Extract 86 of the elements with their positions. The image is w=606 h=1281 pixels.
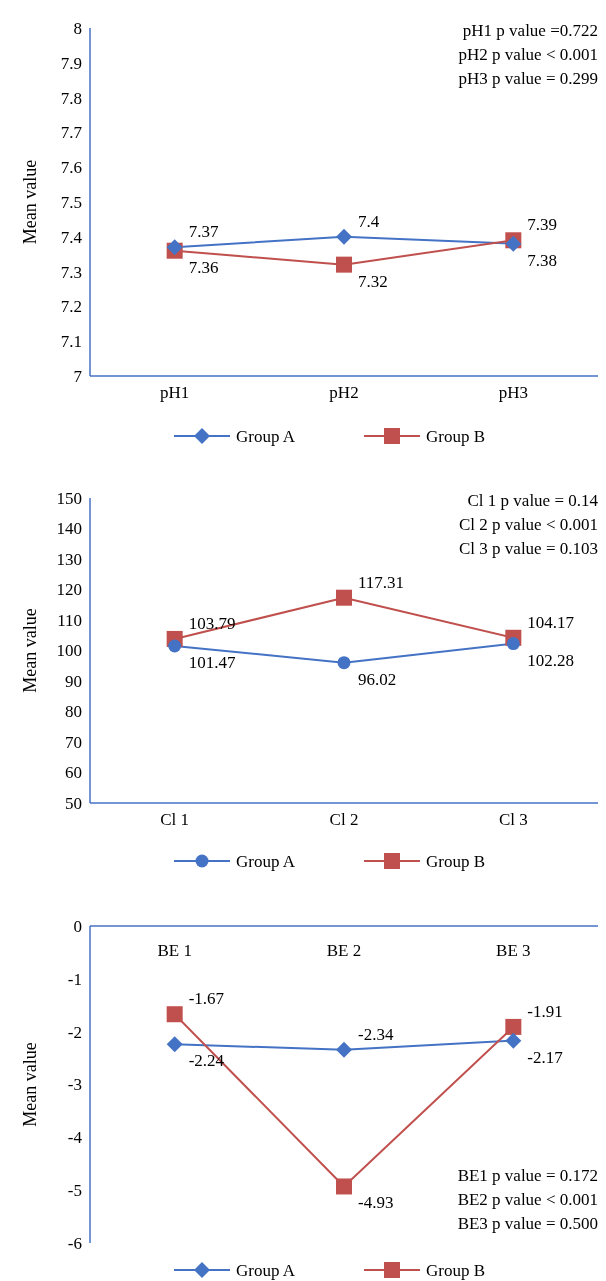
- y-tick-label: 50: [65, 793, 82, 813]
- y-tick-label: 7.9: [60, 53, 82, 73]
- y-tick-label: -5: [67, 1181, 82, 1201]
- data-label: -2.24: [188, 1051, 225, 1071]
- data-label: 117.31: [358, 572, 405, 592]
- y-tick-label: -4: [67, 1128, 83, 1148]
- point: [336, 1041, 352, 1058]
- y-tick-label: 7.1: [60, 332, 82, 352]
- x-tick-label: pH1: [160, 383, 190, 402]
- x-tick-label: pH2: [329, 383, 359, 402]
- y-tick-label: 120: [56, 580, 82, 600]
- data-label: -4.93: [358, 1193, 394, 1213]
- data-label: 7.32: [358, 271, 388, 291]
- data-label: -1.67: [188, 989, 225, 1009]
- data-label: 7.39: [527, 215, 558, 235]
- data-label: 104.17: [527, 612, 575, 632]
- y-tick-label: 130: [56, 549, 82, 569]
- x-tick-label: BE 2: [326, 941, 362, 960]
- x-tick-label: Cl 3: [498, 810, 528, 829]
- x-tick-label: Cl 2: [329, 810, 359, 829]
- point: [336, 1178, 352, 1195]
- x-tick-label: BE 3: [496, 941, 531, 960]
- point: [336, 256, 352, 273]
- y-tick-label: 7.6: [60, 158, 82, 178]
- data-label: -1.91: [527, 1001, 563, 1021]
- point: [505, 1032, 522, 1049]
- y-tick-label: 60: [65, 763, 82, 783]
- y-tick-label: 7.8: [60, 88, 82, 108]
- legend-label: Group B: [426, 426, 486, 446]
- data-label: 101.47: [188, 653, 236, 673]
- y-tick-label: 0: [73, 916, 82, 936]
- annotation: pH2 p value < 0.001: [458, 45, 598, 64]
- y-axis-title: Mean value: [20, 159, 40, 245]
- point: [505, 1018, 522, 1035]
- data-label: 7.36: [188, 257, 219, 277]
- y-tick-label: 80: [65, 702, 82, 722]
- y-tick-label: 7.7: [60, 123, 83, 143]
- y-tick-label: 90: [65, 671, 82, 691]
- point: [166, 1036, 183, 1053]
- legend-label: Group A: [236, 1260, 296, 1280]
- data-label: 102.28: [527, 650, 575, 670]
- y-tick-label: -6: [67, 1233, 82, 1253]
- point: [166, 1006, 183, 1023]
- y-tick-label: 7: [73, 366, 83, 386]
- data-label: 7.4: [358, 211, 380, 231]
- data-label: -2.34: [358, 1024, 394, 1044]
- legend-label: Group B: [426, 851, 486, 871]
- annotation: Cl 3 p value = 0.103: [459, 539, 598, 558]
- point: [506, 637, 520, 651]
- data-label: -2.17: [527, 1047, 564, 1067]
- annotation: BE1 p value = 0.172: [457, 1166, 598, 1185]
- y-tick-label: 110: [57, 610, 82, 630]
- y-tick-label: 7.5: [60, 192, 82, 212]
- legend-label: Group A: [236, 426, 296, 446]
- y-tick-label: -1: [67, 969, 82, 989]
- y-axis-title: Mean value: [20, 608, 40, 693]
- annotation: pH3 p value = 0.299: [458, 69, 598, 88]
- x-tick-label: Cl 1: [160, 810, 190, 829]
- point: [336, 228, 352, 245]
- annotation: pH1 p value =0.722: [462, 21, 598, 40]
- y-tick-label: 7.4: [60, 227, 83, 247]
- y-tick-label: 7.3: [60, 262, 82, 282]
- y-axis-title: Mean value: [20, 1042, 40, 1127]
- legend-label: Group B: [426, 1260, 486, 1280]
- y-tick-label: 70: [65, 732, 82, 752]
- y-tick-label: 100: [56, 641, 82, 661]
- y-tick-label: -3: [67, 1075, 82, 1095]
- point: [336, 589, 352, 606]
- annotation: BE3 p value = 0.500: [457, 1214, 598, 1233]
- data-label: 103.79: [188, 613, 236, 633]
- point: [168, 639, 182, 653]
- y-tick-label: 150: [56, 488, 82, 508]
- data-label: 7.38: [527, 250, 558, 270]
- y-tick-label: 140: [56, 519, 82, 539]
- legend-label: Group A: [236, 851, 296, 871]
- annotation: Cl 2 p value < 0.001: [459, 515, 598, 534]
- data-label: 7.37: [188, 222, 219, 242]
- x-tick-label: pH3: [498, 383, 528, 402]
- data-label: 96.02: [358, 669, 397, 689]
- point: [337, 656, 351, 670]
- annotation: BE2 p value < 0.001: [457, 1190, 598, 1209]
- y-tick-label: -2: [67, 1022, 82, 1042]
- annotation: Cl 1 p value = 0.14: [467, 491, 599, 510]
- y-tick-label: 8: [73, 18, 82, 38]
- x-tick-label: BE 1: [157, 941, 192, 960]
- y-tick-label: 7.2: [60, 297, 82, 317]
